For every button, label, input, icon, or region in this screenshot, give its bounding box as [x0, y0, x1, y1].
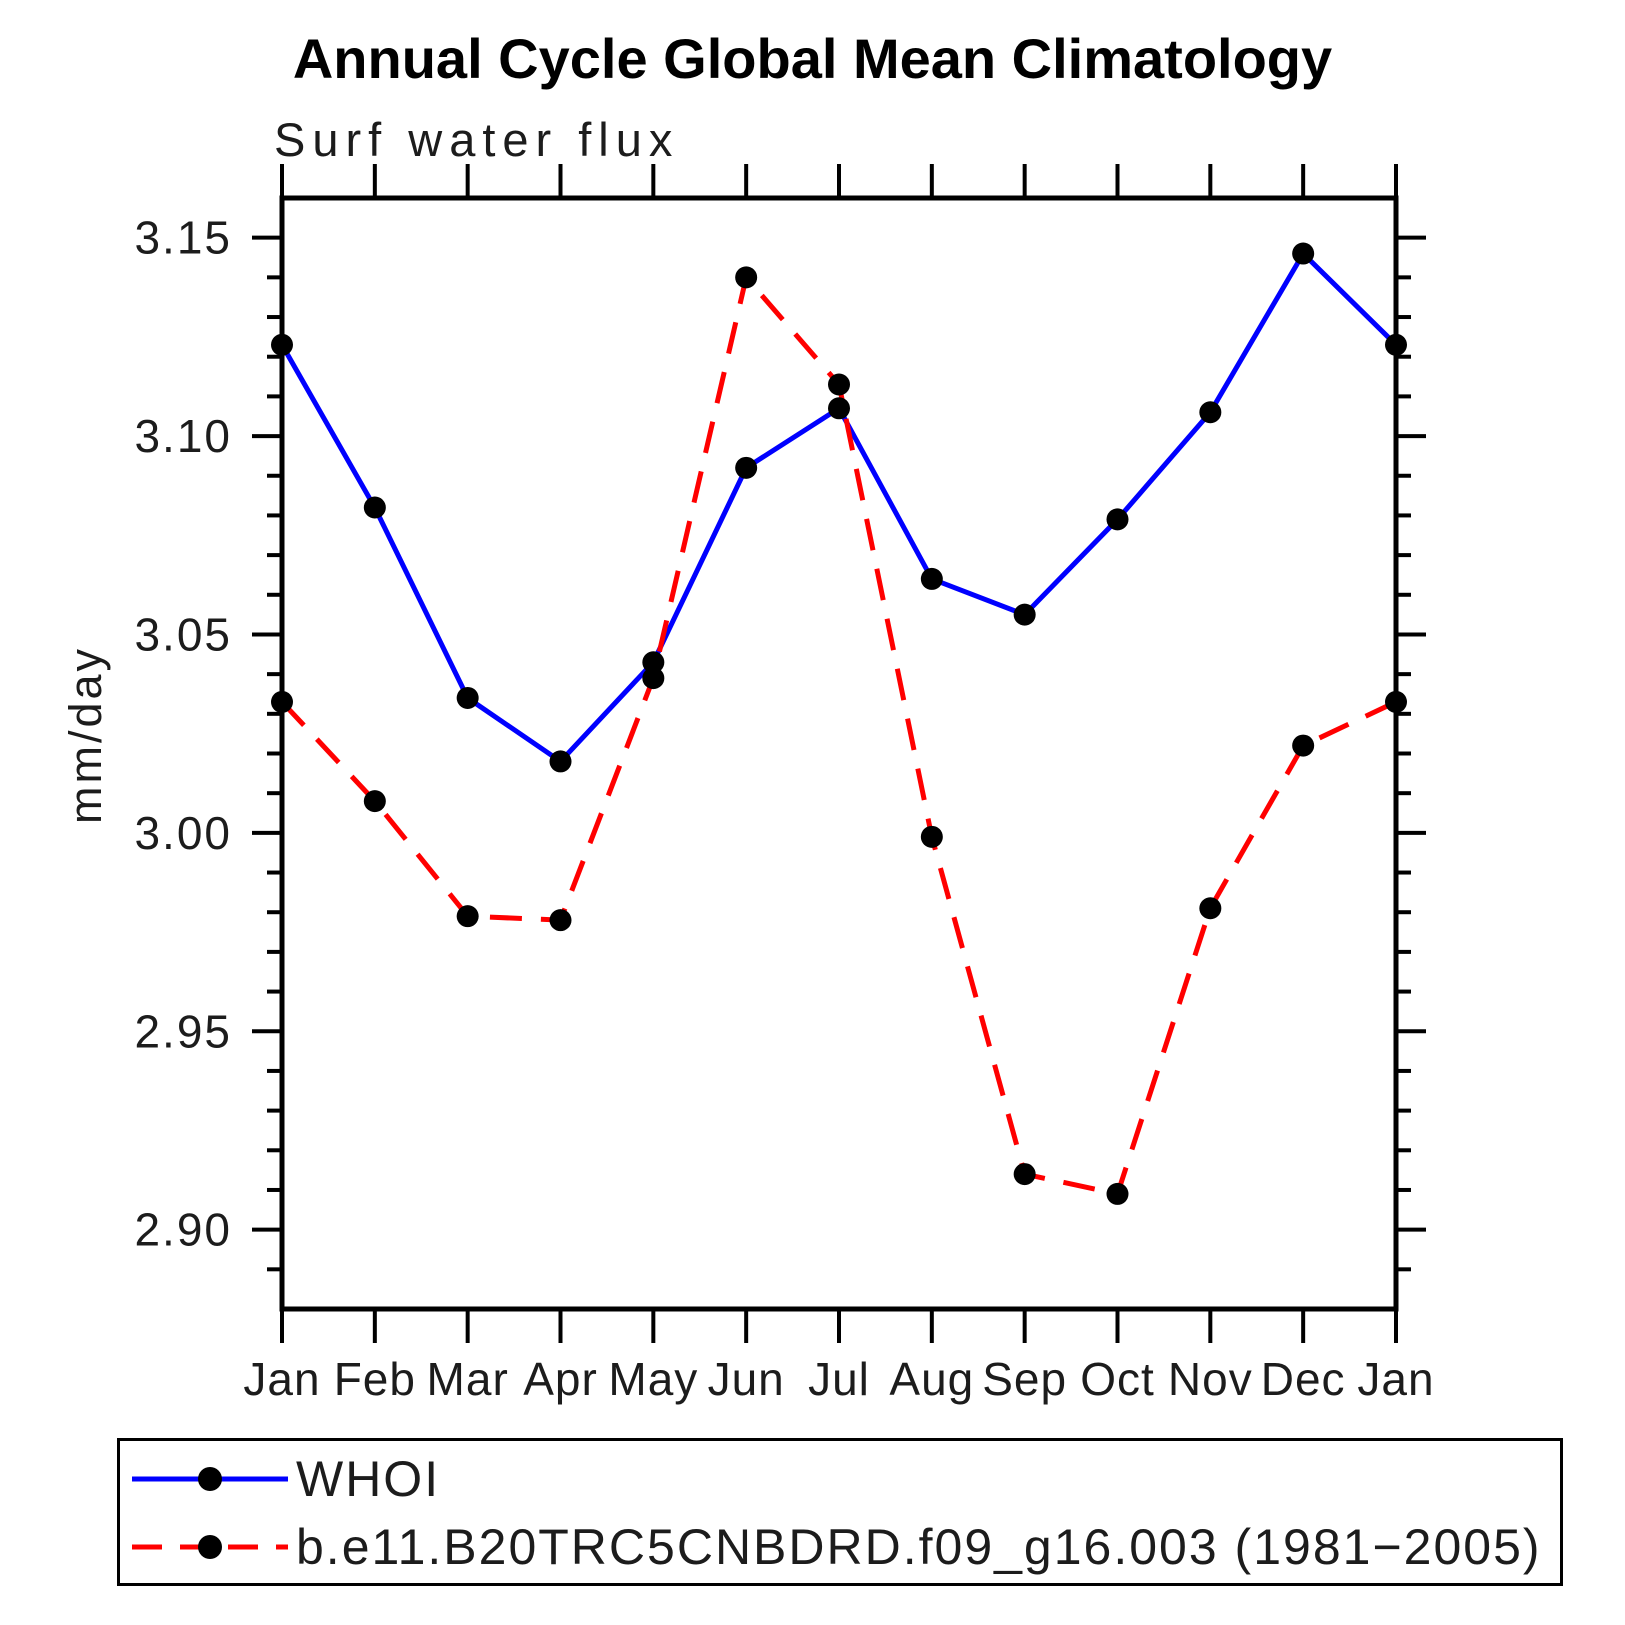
legend-sample-marker: [198, 1467, 222, 1491]
x-tick-label: Jan: [243, 1353, 320, 1405]
chart-title: Annual Cycle Global Mean Climatology: [292, 27, 1333, 90]
data-point-1: [271, 690, 293, 713]
data-point-1: [1106, 1182, 1129, 1205]
y-tick-label: 3.05: [134, 608, 232, 660]
legend-sample-model: [132, 1535, 288, 1559]
y-tick-label: 3.10: [134, 410, 232, 462]
data-point-1: [1013, 1163, 1036, 1186]
data-point-1: [642, 667, 665, 690]
legend-label-model: b.e11.B20TRC5CNBDRD.f09_g16.003 (1981−20…: [296, 1519, 1542, 1575]
series-line-0: [279, 249, 1398, 765]
x-tick-label: Oct: [1080, 1353, 1155, 1405]
legend-sample-marker: [198, 1535, 222, 1559]
legend-sample-whoi: [132, 1467, 288, 1491]
data-point-0: [828, 397, 850, 420]
x-tick-label: Jan: [1357, 1353, 1434, 1405]
data-point-1: [920, 825, 943, 848]
data-point-0: [920, 567, 943, 590]
x-tick-label: Mar: [427, 1353, 509, 1405]
data-point-1: [456, 905, 479, 928]
data-point-1: [1199, 897, 1222, 920]
data-point-0: [642, 651, 665, 674]
data-point-1: [1292, 734, 1315, 757]
x-tick-label: Apr: [523, 1353, 598, 1405]
data-point-0: [1385, 333, 1407, 356]
legend-entry-whoi: WHOI: [124, 1451, 441, 1507]
y-tick-label: 3.15: [134, 212, 232, 264]
x-tick-label: Sep: [982, 1353, 1067, 1405]
y-tick-label: 2.90: [134, 1204, 232, 1256]
x-tick-label: May: [608, 1353, 698, 1405]
data-point-0: [271, 333, 293, 356]
chart-subtitle: Surf water flux: [274, 113, 680, 166]
x-tick-label: Nov: [1168, 1353, 1253, 1405]
data-point-1: [549, 909, 572, 932]
x-tick-label: Jul: [808, 1353, 870, 1405]
legend-box: WHOI b.e11.B20TRC5CNBDRD.f09_g16.003 (19…: [117, 1438, 1563, 1586]
data-point-1: [828, 373, 850, 396]
x-tick-label: Feb: [334, 1353, 416, 1405]
data-point-1: [363, 790, 386, 813]
data-point-0: [1013, 603, 1036, 626]
data-point-1: [735, 266, 758, 289]
x-tick-label: Dec: [1261, 1353, 1346, 1405]
data-point-1: [1385, 690, 1407, 713]
plot-border: [279, 195, 1399, 1312]
data-point-0: [1292, 242, 1315, 265]
x-tick-label: Aug: [889, 1353, 974, 1405]
legend-entry-model: b.e11.B20TRC5CNBDRD.f09_g16.003 (1981−20…: [124, 1519, 1542, 1575]
data-point-0: [363, 496, 386, 519]
legend-label-whoi: WHOI: [296, 1451, 441, 1507]
y-tick-label: 3.00: [134, 807, 232, 859]
data-point-0: [1106, 508, 1129, 531]
x-tick-label: Jun: [708, 1353, 785, 1405]
data-point-0: [1199, 401, 1222, 424]
data-point-0: [456, 686, 479, 709]
y-tick-label: 2.95: [134, 1005, 232, 1057]
data-point-0: [735, 456, 758, 479]
data-point-0: [549, 750, 572, 773]
